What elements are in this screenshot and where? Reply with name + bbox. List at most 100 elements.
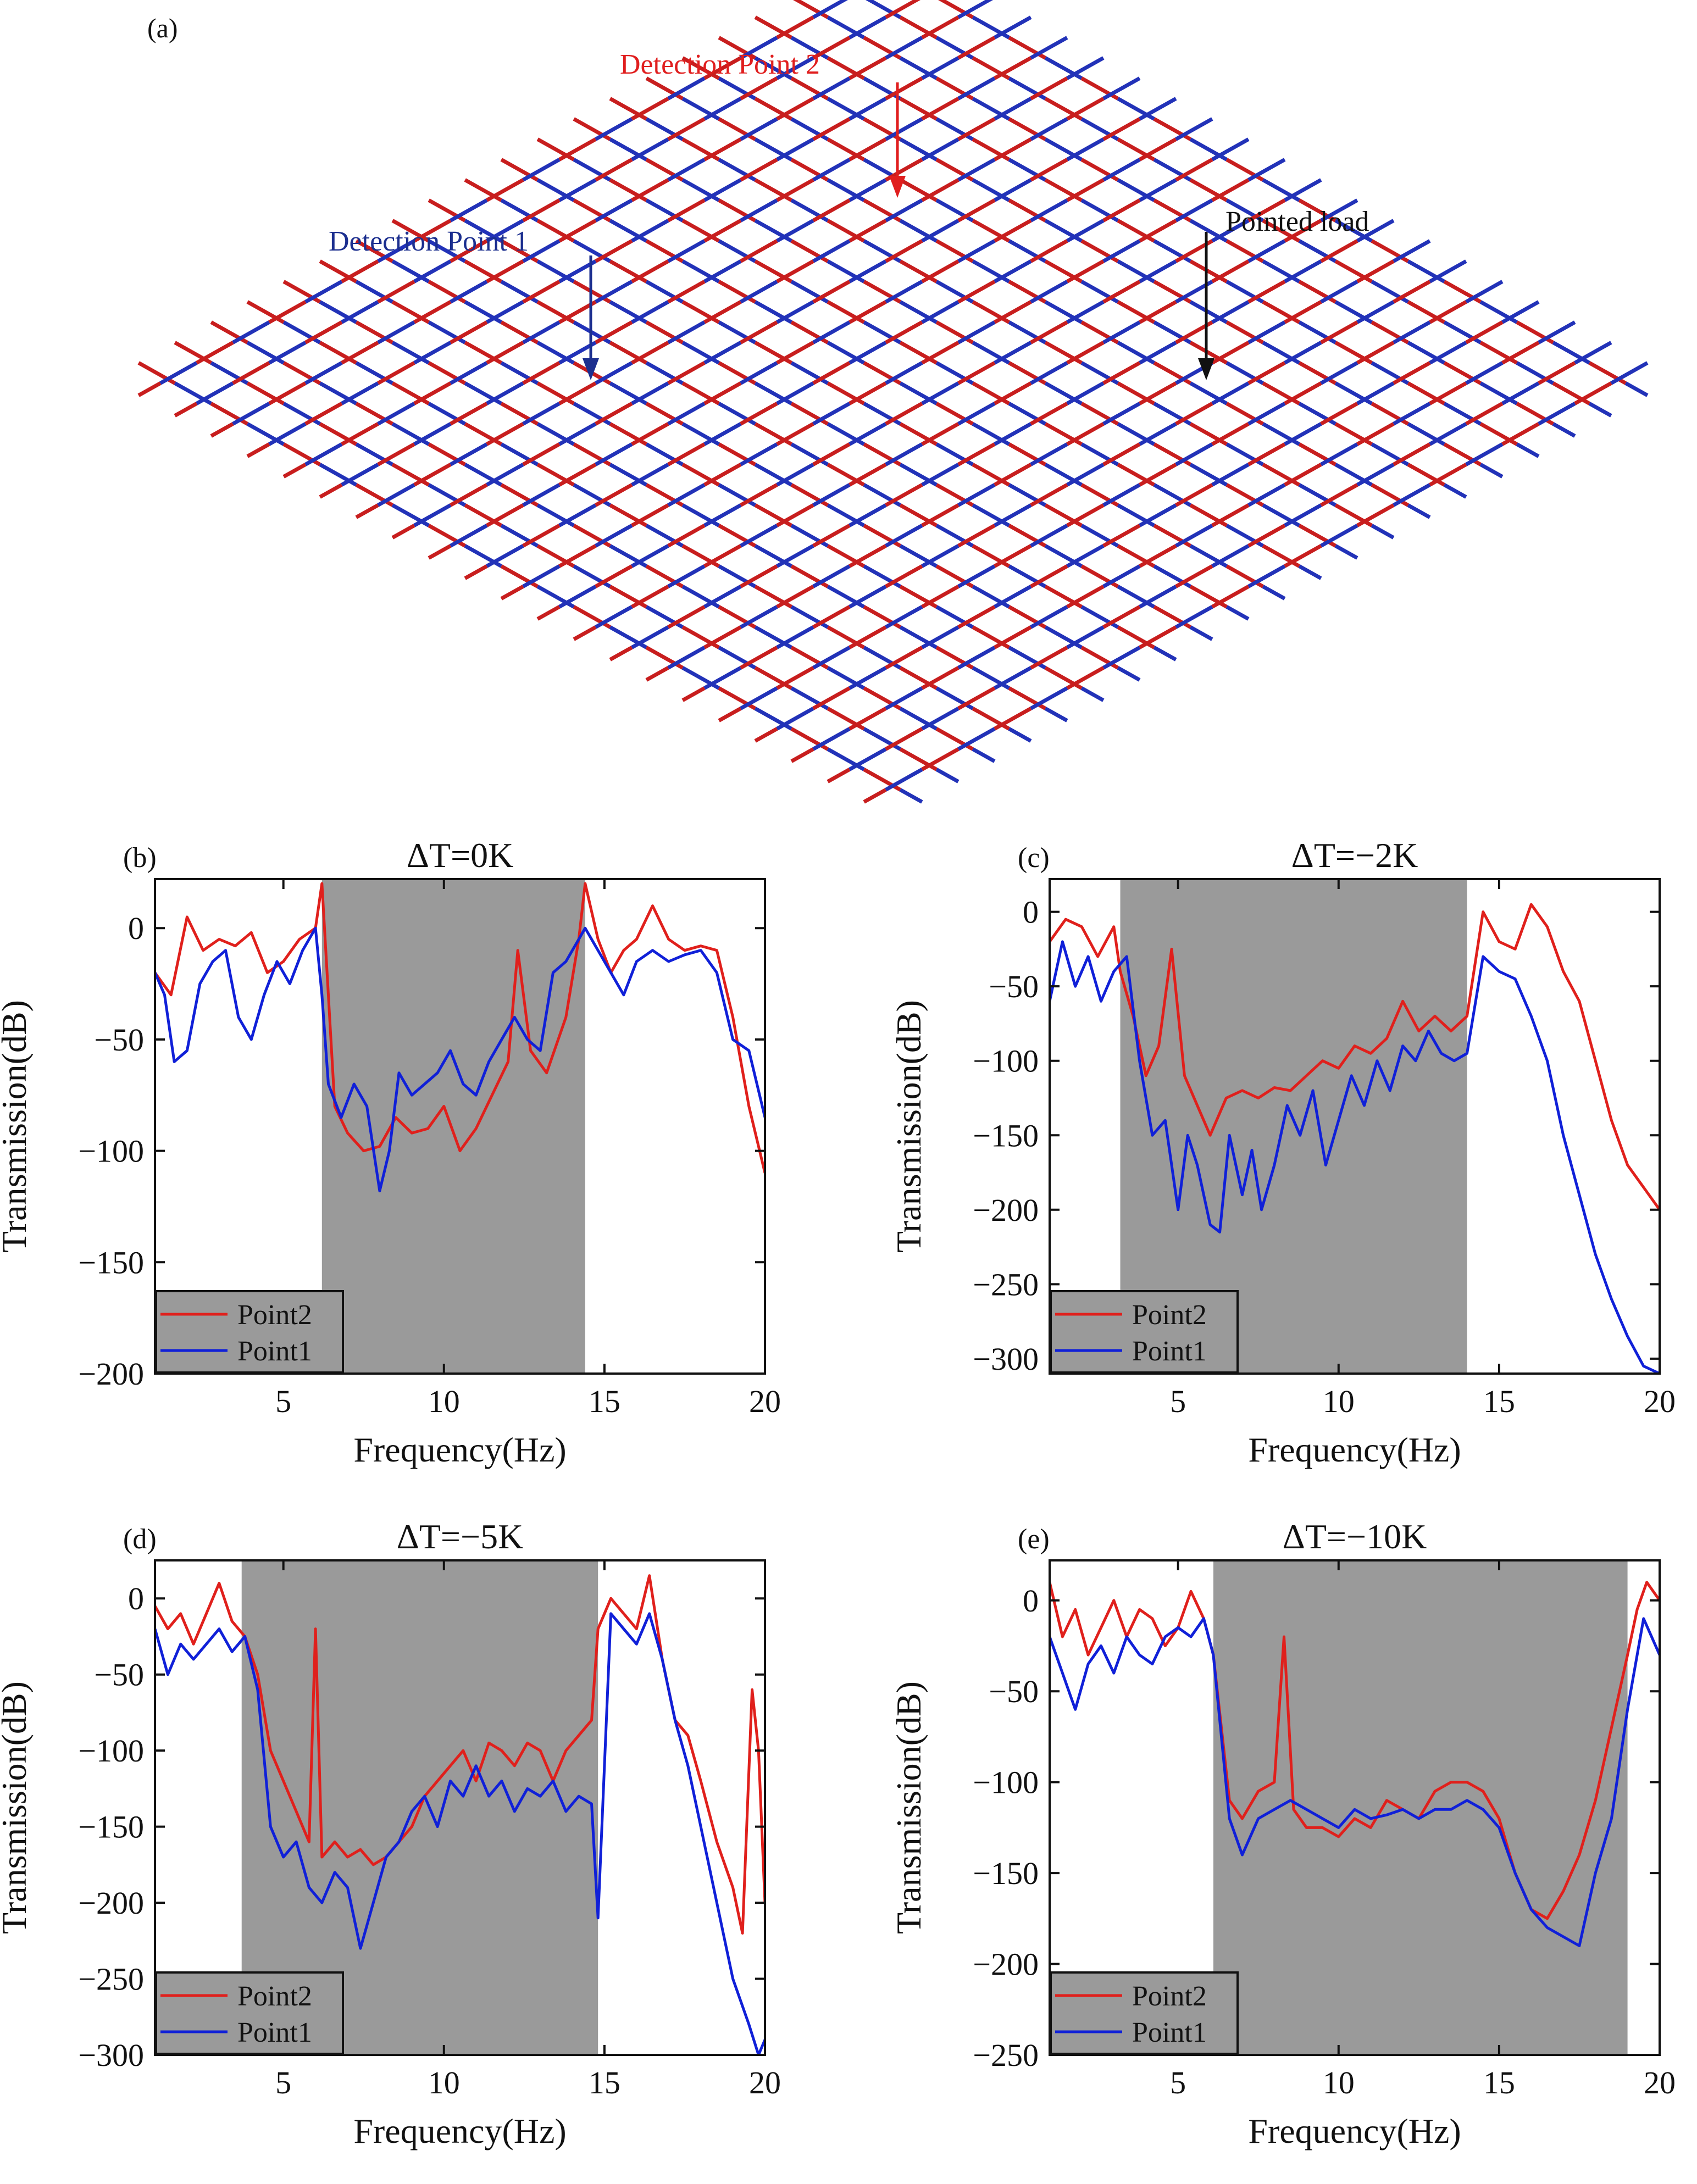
lattice-beam (1139, 341, 1177, 365)
lattice-beam (1175, 198, 1213, 223)
lattice-beam (1066, 219, 1105, 243)
lattice-beam (921, 625, 960, 649)
lattice-beam (1102, 402, 1141, 426)
lattice-beam (1066, 381, 1105, 405)
lattice-beam (1211, 259, 1250, 284)
x-tick-label: 10 (1323, 1383, 1355, 1419)
lattice-beam (921, 137, 960, 162)
lattice-beam (159, 361, 198, 385)
lattice-beam (935, 768, 960, 783)
lattice-beam (921, 178, 960, 202)
lattice-beam (812, 402, 851, 426)
lattice-beam (1320, 239, 1358, 263)
lattice-beam (667, 280, 706, 304)
lattice-beam (174, 402, 198, 418)
lattice-beam (522, 198, 561, 223)
lattice-beam (812, 117, 851, 141)
panel-a-label: (a) (147, 13, 178, 43)
lattice-beam (268, 422, 307, 446)
lattice-beam (1298, 564, 1322, 580)
lattice-beam (812, 564, 851, 588)
lattice-beam (1284, 259, 1322, 284)
lattice-beam (1247, 280, 1286, 304)
lattice-beam (848, 625, 887, 649)
lattice-beam (1139, 137, 1177, 162)
lattice-beam (595, 402, 633, 426)
lattice-beam (1066, 585, 1105, 609)
lattice-beam (921, 15, 960, 40)
lattice-beam (1066, 56, 1105, 80)
lattice-beam (377, 361, 415, 385)
lattice-beam (341, 341, 379, 365)
y-axis-label: Transmission(dB) (0, 1000, 34, 1253)
lattice-beam (1102, 564, 1141, 588)
panel-label: (b) (123, 842, 157, 874)
lattice-beam (938, 0, 974, 19)
lattice-beam (994, 97, 1032, 121)
lattice-beam (1247, 564, 1286, 588)
lattice-beam (957, 198, 996, 223)
lattice-beam (921, 56, 960, 80)
lattice-beam (631, 137, 669, 162)
lattice-beam (667, 605, 706, 629)
lattice-beam (885, 483, 923, 507)
lattice-beam (703, 219, 742, 243)
lattice-beam (1175, 442, 1213, 466)
lattice-beam (522, 402, 561, 426)
lattice-beam (885, 768, 923, 792)
lattice-beam (486, 463, 524, 487)
lattice-beam (1030, 76, 1068, 101)
lattice-beam (450, 280, 488, 304)
lattice-beam (681, 686, 706, 702)
lattice-beam (413, 219, 452, 243)
lattice-beam (740, 646, 778, 670)
lattice-beam (1465, 320, 1504, 344)
lattice-grid (137, 0, 1649, 804)
lattice-beam (1139, 259, 1177, 284)
chart-title: ΔT=−10K (1283, 1517, 1427, 1556)
lattice-beam (667, 117, 706, 141)
lattice-beam (776, 219, 814, 243)
lattice-beam (304, 361, 343, 385)
lattice-beam (413, 381, 452, 405)
lattice-beam (848, 15, 887, 40)
lattice-beam (994, 219, 1032, 243)
lattice-beam (1175, 402, 1213, 426)
lattice-beam (667, 320, 706, 344)
lattice-beam (776, 56, 814, 80)
legend-label: Point1 (237, 1336, 312, 1367)
lattice-beam (1320, 483, 1358, 507)
lattice-beam (848, 463, 887, 487)
lattice-beam (1044, 707, 1068, 723)
lattice-beam (595, 198, 633, 223)
lattice-beam (885, 320, 923, 344)
lattice-beam (957, 76, 996, 101)
lattice-beam (1153, 646, 1177, 662)
lattice-beam (1102, 524, 1141, 548)
lattice-beam (1429, 381, 1467, 405)
lattice-beam (740, 76, 778, 101)
detection-point-2-label: Detection Point 2 (620, 49, 820, 80)
lattice-beam (522, 320, 561, 344)
x-tick-label: 10 (428, 1383, 460, 1419)
legend-box (1050, 1290, 1239, 1374)
legend: Point2 Point1 (1050, 1290, 1239, 1374)
lattice-beam (921, 544, 960, 568)
panel-label: (c) (1018, 842, 1050, 874)
lattice-beam (812, 686, 851, 710)
lattice-beam (1284, 300, 1322, 324)
lattice-beam (631, 585, 669, 609)
lattice-beam (1516, 442, 1540, 458)
lattice-beam (304, 402, 343, 426)
lattice-beam (776, 625, 814, 649)
lattice-beam (994, 666, 1032, 690)
lattice-beam (1139, 381, 1177, 405)
lattice-beam (885, 442, 923, 466)
x-axis-label: Frequency(Hz) (353, 2111, 566, 2150)
lattice-beam (921, 341, 960, 365)
lattice-beam (994, 707, 1032, 731)
legend-box (155, 1971, 344, 2055)
y-tick-label: 0 (1023, 894, 1039, 930)
lattice-beam (812, 76, 851, 101)
lattice-beam (522, 239, 561, 263)
